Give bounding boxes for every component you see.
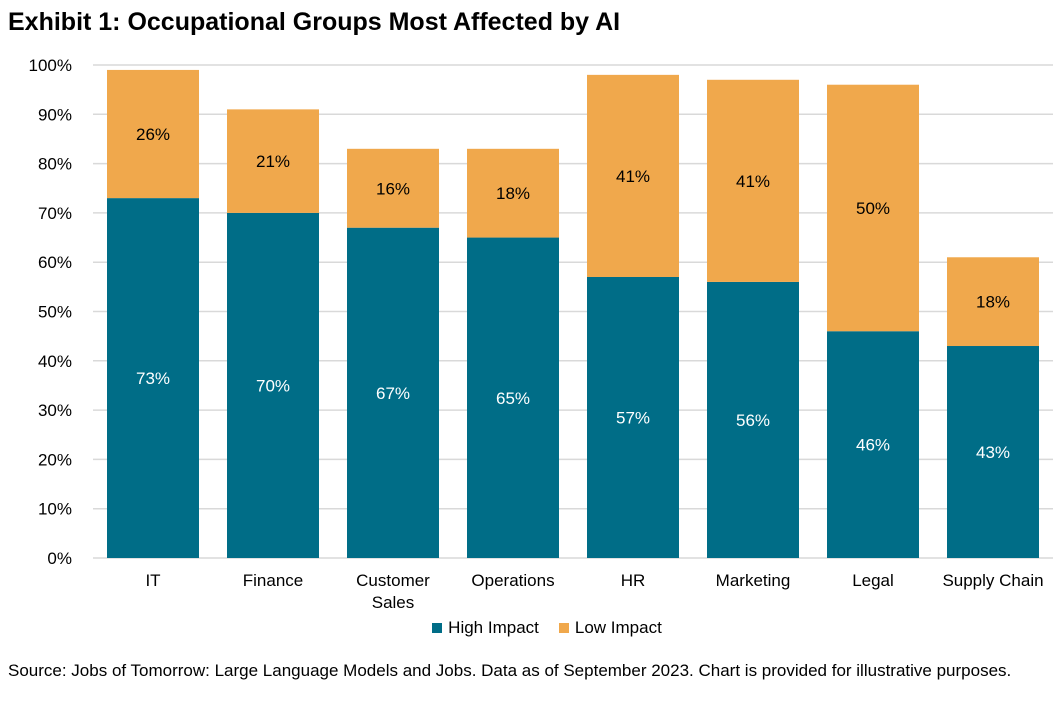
bar-low-impact bbox=[227, 109, 319, 213]
bar-high-impact bbox=[587, 276, 679, 558]
bar-high-impact bbox=[107, 198, 199, 559]
y-tick-label: 60% bbox=[38, 253, 72, 272]
data-label-low-impact: 21% bbox=[256, 152, 290, 171]
bar-high-impact bbox=[707, 281, 799, 558]
y-tick-label: 70% bbox=[38, 204, 72, 223]
y-tick-label: 80% bbox=[38, 155, 72, 174]
data-label-high-impact: 65% bbox=[496, 389, 530, 408]
data-label-high-impact: 73% bbox=[136, 369, 170, 388]
source-note: Source: Jobs of Tomorrow: Large Language… bbox=[8, 661, 1012, 680]
data-label-high-impact: 56% bbox=[736, 411, 770, 430]
y-tick-label: 10% bbox=[38, 500, 72, 519]
legend-swatch-high-impact bbox=[432, 623, 443, 633]
bar-high-impact bbox=[467, 237, 559, 559]
data-label-high-impact: 46% bbox=[856, 436, 890, 455]
data-label-low-impact: 41% bbox=[736, 172, 770, 191]
y-tick-label: 50% bbox=[38, 303, 72, 322]
data-label-low-impact: 18% bbox=[496, 184, 530, 203]
legend-label-high-impact: High Impact bbox=[448, 618, 539, 637]
x-tick-label: Customer bbox=[356, 571, 430, 590]
data-label-low-impact: 41% bbox=[616, 167, 650, 186]
legend-item-low-impact: Low Impact bbox=[558, 618, 662, 638]
y-tick-label: 0% bbox=[47, 549, 72, 568]
data-label-low-impact: 26% bbox=[136, 125, 170, 144]
bar-low-impact bbox=[947, 257, 1039, 347]
bar-high-impact bbox=[227, 212, 319, 558]
legend-label-low-impact: Low Impact bbox=[574, 618, 662, 637]
bar-high-impact bbox=[947, 346, 1039, 558]
data-label-high-impact: 67% bbox=[376, 384, 410, 403]
y-tick-label: 100% bbox=[29, 56, 72, 75]
bar-low-impact bbox=[107, 69, 199, 199]
x-tick-label: Marketing bbox=[716, 571, 791, 590]
data-label-low-impact: 18% bbox=[976, 293, 1010, 312]
legend-swatch-low-impact bbox=[558, 623, 569, 633]
y-tick-label: 40% bbox=[38, 352, 72, 371]
x-tick-label: HR bbox=[621, 571, 646, 590]
bar-high-impact bbox=[347, 227, 439, 558]
bar-low-impact bbox=[827, 84, 919, 332]
x-tick-label: Sales bbox=[372, 593, 415, 612]
x-tick-label: Supply Chain bbox=[942, 571, 1043, 590]
x-tick-label: Operations bbox=[471, 571, 554, 590]
legend-item-high-impact: High Impact bbox=[432, 618, 539, 638]
x-tick-label: IT bbox=[145, 571, 160, 590]
bar-high-impact bbox=[827, 331, 919, 558]
data-label-high-impact: 43% bbox=[976, 443, 1010, 462]
bar-low-impact bbox=[587, 74, 679, 277]
stacked-bar-chart: 0% 10% 20% 30% 40% 50% 60% 70% 80% 90% 100% 73% 26% I… bbox=[29, 56, 1053, 612]
y-tick-label: 90% bbox=[38, 105, 72, 124]
data-label-low-impact: 16% bbox=[376, 179, 410, 198]
x-tick-label: Finance bbox=[243, 571, 303, 590]
data-label-high-impact: 57% bbox=[616, 408, 650, 427]
y-tick-label: 20% bbox=[38, 450, 72, 469]
y-tick-label: 30% bbox=[38, 401, 72, 420]
bar-low-impact bbox=[347, 148, 439, 228]
legend: High Impact Low Impact bbox=[0, 618, 1064, 638]
chart-title: Exhibit 1: Occupational Groups Most Affe… bbox=[8, 8, 621, 36]
x-tick-label: Legal bbox=[852, 571, 894, 590]
data-label-high-impact: 70% bbox=[256, 376, 290, 395]
data-label-low-impact: 50% bbox=[856, 199, 890, 218]
bar-low-impact bbox=[467, 148, 559, 238]
bar-low-impact bbox=[707, 79, 799, 282]
